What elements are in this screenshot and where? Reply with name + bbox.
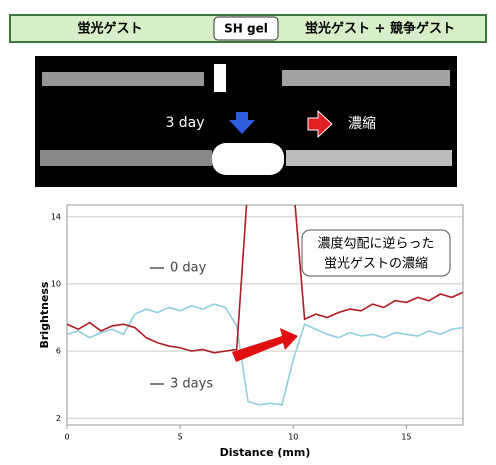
y-tick-label: 14 [51, 212, 61, 221]
y-tick-label: 6 [56, 347, 61, 356]
time-label: 3 day [165, 115, 204, 131]
page: 蛍光ゲスト SH gel 蛍光ゲスト + 競争ゲスト 3 day 濃縮 Brig… [0, 0, 496, 461]
gel-band [286, 150, 452, 166]
gel-band [212, 143, 284, 175]
x-axis-label: Distance (mm) [220, 446, 311, 459]
gel-band [214, 64, 226, 92]
x-tick-label: 15 [401, 433, 411, 442]
y-axis-label: Brightness [38, 281, 51, 348]
arrow-label: 濃縮 [348, 116, 376, 132]
annotation: 濃度勾配に逆らった [317, 236, 434, 252]
figure: 蛍光ゲスト SH gel 蛍光ゲスト + 競争ゲスト 3 day 濃縮 Brig… [0, 0, 496, 461]
x-tick-label: 5 [178, 433, 183, 442]
header-middle: SH gel [224, 22, 268, 36]
annotation-arrow [232, 328, 298, 362]
x-tick-label: 0 [64, 433, 69, 442]
header-right: 蛍光ゲスト + 競争ゲスト [305, 21, 455, 37]
data-line [67, 304, 463, 405]
header-left: 蛍光ゲスト [77, 21, 142, 37]
annotation: 蛍光ゲストの濃縮 [324, 256, 428, 272]
gel-band [40, 150, 212, 166]
y-tick-label: 2 [56, 414, 61, 423]
gel-band [282, 70, 450, 86]
y-tick-label: 10 [51, 279, 61, 288]
legend-label: 3 days [170, 377, 213, 392]
x-tick-label: 10 [288, 433, 298, 442]
gel-band [42, 72, 204, 86]
legend-label: 0 day [170, 261, 207, 276]
